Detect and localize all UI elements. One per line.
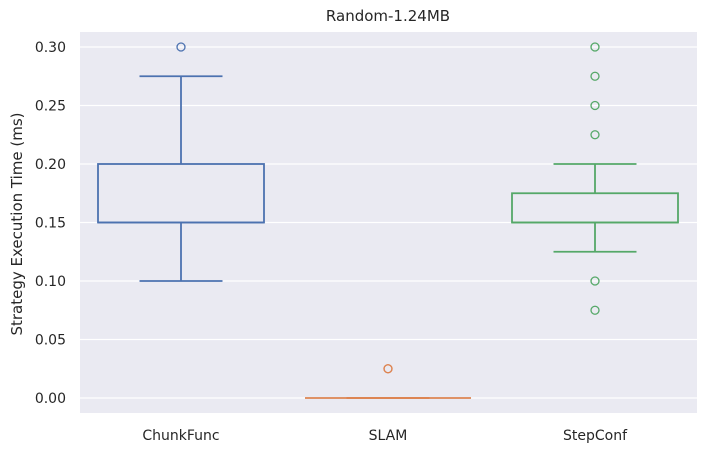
y-tick-label: 0.10: [35, 274, 66, 290]
outlier-point: [590, 305, 600, 315]
box-series: [97, 42, 679, 399]
box-slam: [305, 364, 471, 399]
box-chunkfunc: [97, 42, 265, 282]
outlier-point: [590, 71, 600, 81]
x-axis-ticks: ChunkFunc SLAM StepConf: [142, 428, 628, 444]
y-axis-label: Strategy Execution Time (ms): [8, 112, 26, 335]
outlier-point: [590, 130, 600, 140]
outlier-point: [590, 42, 600, 52]
outlier-point: [176, 42, 186, 52]
chart-title: Random-1.24MB: [326, 7, 450, 25]
x-tick-label: SLAM: [369, 428, 408, 444]
y-tick-label: 0.30: [35, 40, 66, 56]
y-tick-label: 0.00: [35, 391, 66, 407]
y-tick-label: 0.05: [35, 333, 66, 349]
y-tick-label: 0.25: [35, 99, 66, 115]
y-axis-ticks: 0.00 0.05 0.10 0.15 0.20 0.25 0.30: [35, 40, 66, 407]
y-tick-label: 0.15: [35, 216, 66, 232]
outlier-point: [383, 364, 393, 374]
outlier-point: [590, 276, 600, 286]
x-tick-label: ChunkFunc: [142, 428, 219, 444]
x-tick-label: StepConf: [563, 428, 628, 444]
y-tick-label: 0.20: [35, 157, 66, 173]
outlier-point: [590, 100, 600, 111]
box-stepconf: [511, 42, 679, 315]
